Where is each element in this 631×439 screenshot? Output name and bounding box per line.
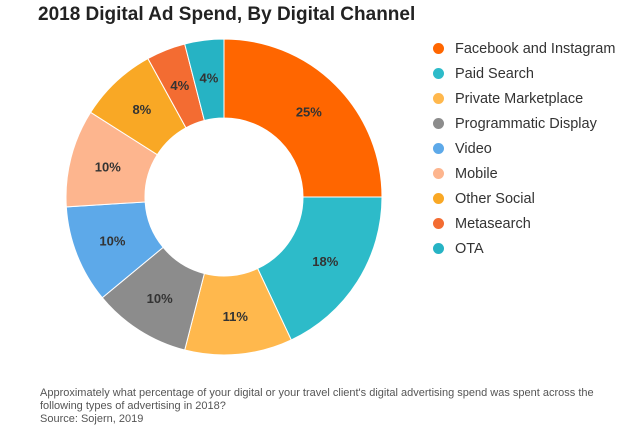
slice-label-mobile: 10%	[95, 160, 121, 175]
legend-label: Private Marketplace	[455, 90, 584, 107]
legend-label: Paid Search	[455, 65, 534, 82]
legend-swatch	[433, 93, 444, 104]
legend-swatch	[433, 118, 444, 129]
slice-label-other-social: 8%	[132, 102, 151, 117]
legend-item-facebook-and-instagram: Facebook and Instagram	[433, 36, 615, 61]
legend-swatch	[433, 193, 444, 204]
legend-swatch	[433, 43, 444, 54]
legend-swatch	[433, 168, 444, 179]
legend-label: Facebook and Instagram	[455, 40, 616, 57]
legend-label: Other Social	[455, 190, 535, 207]
legend-label: Metasearch	[455, 215, 531, 232]
legend-label: OTA	[455, 240, 484, 257]
slice-paid-search	[256, 196, 383, 341]
legend-item-other-social: Other Social	[433, 186, 615, 211]
slice-ota	[184, 38, 225, 122]
legend-label: Video	[455, 140, 492, 157]
legend-item-paid-search: Paid Search	[433, 61, 615, 86]
legend-item-mobile: Mobile	[433, 161, 615, 186]
legend-item-ota: OTA	[433, 236, 615, 261]
slice-label-ota: 4%	[200, 70, 219, 85]
legend-item-video: Video	[433, 136, 615, 161]
slice-label-private-marketplace: 11%	[223, 309, 249, 324]
legend-swatch	[433, 68, 444, 79]
footnote-question: Approximately what percentage of your di…	[40, 387, 594, 412]
legend-item-metasearch: Metasearch	[433, 211, 615, 236]
legend-item-programmatic-display: Programmatic Display	[433, 111, 615, 136]
legend: Facebook and Instagram Paid Search Private…	[433, 36, 615, 261]
slice-label-paid-search: 18%	[312, 254, 338, 269]
slice-facebook-and-instagram	[223, 38, 383, 198]
legend-swatch	[433, 218, 444, 229]
footnote-source: Source: Sojern, 2019	[40, 413, 144, 425]
slice-label-facebook-and-instagram: 25%	[296, 105, 322, 120]
legend-label: Mobile	[455, 165, 498, 182]
slice-label-metasearch: 4%	[170, 78, 189, 93]
chart-title: 2018 Digital Ad Spend, By Digital Channe…	[38, 4, 416, 25]
legend-item-private-marketplace: Private Marketplace	[433, 86, 615, 111]
footnote: Approximately what percentage of your di…	[40, 387, 630, 426]
legend-label: Programmatic Display	[455, 115, 597, 132]
slice-label-programmatic-display: 10%	[147, 291, 173, 306]
legend-swatch	[433, 143, 444, 154]
slice-label-video: 10%	[99, 234, 125, 249]
legend-swatch	[433, 243, 444, 254]
